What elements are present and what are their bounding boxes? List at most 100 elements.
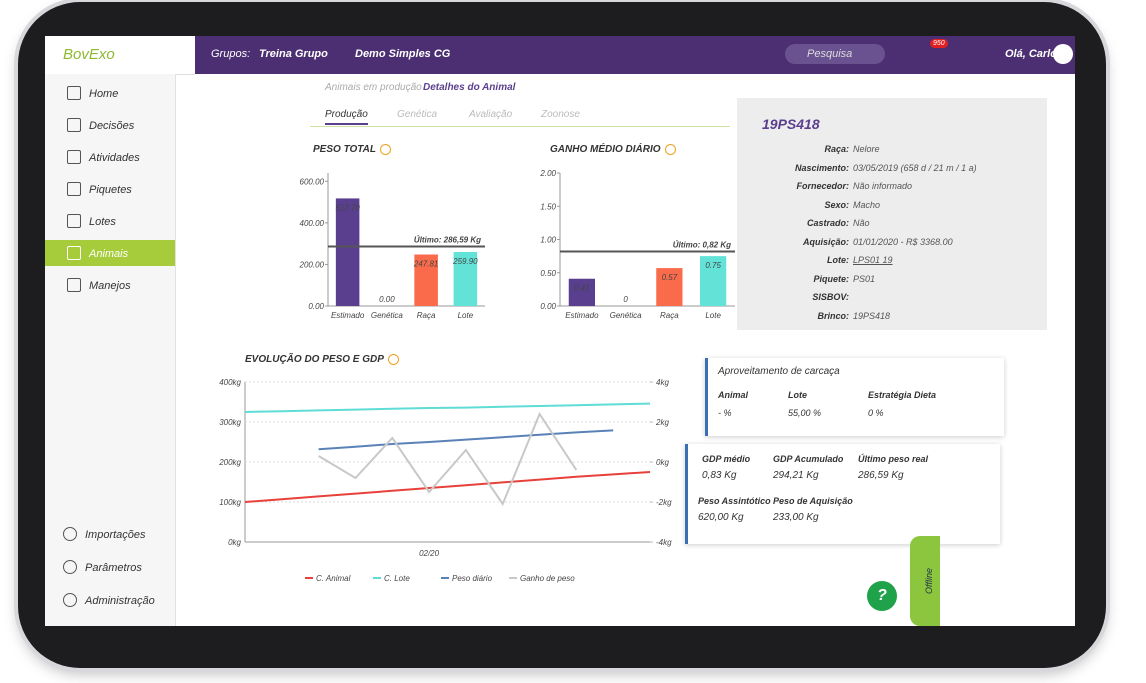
nav-item[interactable]: Home <box>89 88 119 100</box>
top-bar: Grupos: Treina Grupo Demo Simples CG Pes… <box>195 36 1075 74</box>
field-label: Castrado: <box>806 218 849 228</box>
nav-item[interactable]: Atividades <box>89 152 140 164</box>
offline-label: Offline <box>924 567 935 595</box>
nav-icon <box>67 182 81 196</box>
screen: BovExo Grupos: Treina Grupo Demo Simples… <box>45 36 1075 626</box>
y-tick-label: 0.50 <box>540 269 556 278</box>
chart-title: GANHO MÉDIO DIÁRIO <box>550 144 676 155</box>
breadcrumb-parent[interactable]: Animais em produção <box>325 82 422 93</box>
card-value: 0,83 Kg <box>702 470 737 481</box>
info-icon[interactable] <box>387 354 399 365</box>
y-tick-label: 0kg <box>228 538 241 547</box>
nav-item[interactable]: Animais <box>89 248 129 260</box>
nav-item[interactable]: Parâmetros <box>85 562 142 574</box>
info-icon[interactable] <box>664 144 676 155</box>
value-label: 247.81 <box>413 260 438 269</box>
field-label: Lote: <box>827 255 849 265</box>
field-label: Aquisição: <box>802 236 849 247</box>
card-label: Animal <box>718 390 749 400</box>
card-label: Peso de Aquisição <box>773 496 853 506</box>
x-tick-label: Raça <box>660 311 679 320</box>
bar <box>414 254 438 306</box>
nav-item[interactable]: Importações <box>85 529 146 541</box>
card-value: 286,59 Kg <box>858 470 904 481</box>
card-value: 0 % <box>868 408 884 418</box>
nav-item[interactable]: Manejos <box>89 280 131 292</box>
nav-item[interactable]: Piquetes <box>89 184 132 196</box>
tab[interactable]: Genética <box>397 109 438 120</box>
series-line <box>244 402 651 413</box>
field-value: Macho <box>853 199 881 210</box>
bar <box>335 198 360 306</box>
logo: BovExo <box>63 46 115 63</box>
field-value: 03/05/2019 (658 d / 21 m / 1 a) <box>853 162 977 173</box>
field-value: LPS01 19 <box>853 255 893 265</box>
nav-icon <box>67 246 81 260</box>
card-label: GDP médio <box>702 454 751 464</box>
tab[interactable]: Produção <box>325 109 368 125</box>
x-tick-label: Lote <box>458 311 474 320</box>
field-value: PS01 <box>853 273 876 284</box>
card-value: 294,21 Kg <box>773 470 819 481</box>
tab[interactable]: Zoonose <box>541 109 580 120</box>
y-tick-label: 400kg <box>219 378 241 387</box>
chart-title: PESO TOTAL <box>313 144 391 155</box>
legend-label: C. Animal <box>316 574 351 583</box>
value-label: 0.75 <box>705 261 721 270</box>
field-label: Raça: <box>824 144 849 154</box>
x-tick-label: Genética <box>371 311 404 320</box>
value-label: 259.90 <box>452 257 478 266</box>
x-tick-label: 02/20 <box>419 549 440 558</box>
field-label: Sexo: <box>824 199 849 210</box>
nav-icon <box>67 278 81 292</box>
card-value: 620,00 Kg <box>698 512 744 523</box>
field-value: Não <box>853 218 870 228</box>
card-label: Estratégia Dieta <box>868 390 937 400</box>
x-tick-label: Genética <box>610 311 643 320</box>
field-label: Piquete: <box>813 273 849 284</box>
info-icon[interactable] <box>379 144 391 155</box>
legend-label: Peso diário <box>452 574 493 583</box>
help-button[interactable]: ? <box>867 581 897 611</box>
field-value: Nelore <box>853 144 880 154</box>
nav-item[interactable]: Lotes <box>89 216 116 228</box>
legend-label: Ganho de peso <box>520 574 575 583</box>
gdp-card: GDP médio 0,83 Kg GDP Acumulado 294,21 Kg Úl… <box>685 444 1000 544</box>
card-label: GDP Acumulado <box>773 454 844 464</box>
farm-select[interactable]: Demo Simples CG <box>355 48 451 60</box>
chart: 0.00 200.00 400.00 600.00 517.70 Estimado 0.00… <box>299 173 485 320</box>
field-value: Não informado <box>853 181 913 191</box>
y-tick-label: 600.00 <box>300 177 325 186</box>
card-value: 55,00 % <box>788 408 822 418</box>
field-value: 19PS418 <box>853 310 891 321</box>
value-label: 0 <box>623 295 628 304</box>
card-title: Aproveitamento de carcaça <box>718 366 840 377</box>
nav-icon <box>67 214 81 228</box>
bar <box>453 251 478 306</box>
y-tick-label: 2.00 <box>539 169 556 178</box>
nav-icon <box>67 86 81 100</box>
card-value: 233,00 Kg <box>773 512 819 523</box>
nav-item[interactable]: Decisões <box>89 120 135 132</box>
nav-icon <box>63 527 77 541</box>
card-label: Último peso real <box>858 454 929 464</box>
avatar[interactable] <box>1053 44 1073 64</box>
offline-tab[interactable]: Offline <box>910 536 940 626</box>
carcass-card: Aproveitamento de carcaça Animal - % Lote 55… <box>705 358 1004 436</box>
group-select[interactable]: Treina Grupo <box>259 48 328 60</box>
y2-tick-label: 0kg <box>656 458 669 467</box>
animal-id: 19PS418 <box>762 116 820 132</box>
y-tick-label: 1.00 <box>540 236 556 245</box>
x-tick-label: Raça <box>417 311 436 320</box>
animal-panel: 19PS418 Raça: Nelore Nascimento: 03/05/2019… <box>737 98 1047 330</box>
y2-tick-label: -4kg <box>656 538 672 547</box>
reference-label: Último: 0,82 Kg <box>673 240 731 249</box>
tab[interactable]: Avaliação <box>469 109 513 120</box>
nav-item[interactable]: Administração <box>85 595 155 607</box>
bar <box>700 256 727 306</box>
y2-tick-label: 4kg <box>656 378 669 387</box>
field-label: Brinco: <box>817 310 850 321</box>
x-tick-label: Estimado <box>565 311 599 320</box>
groups-label: Grupos: <box>211 48 251 60</box>
search-box[interactable]: Pesquisa <box>785 44 885 64</box>
